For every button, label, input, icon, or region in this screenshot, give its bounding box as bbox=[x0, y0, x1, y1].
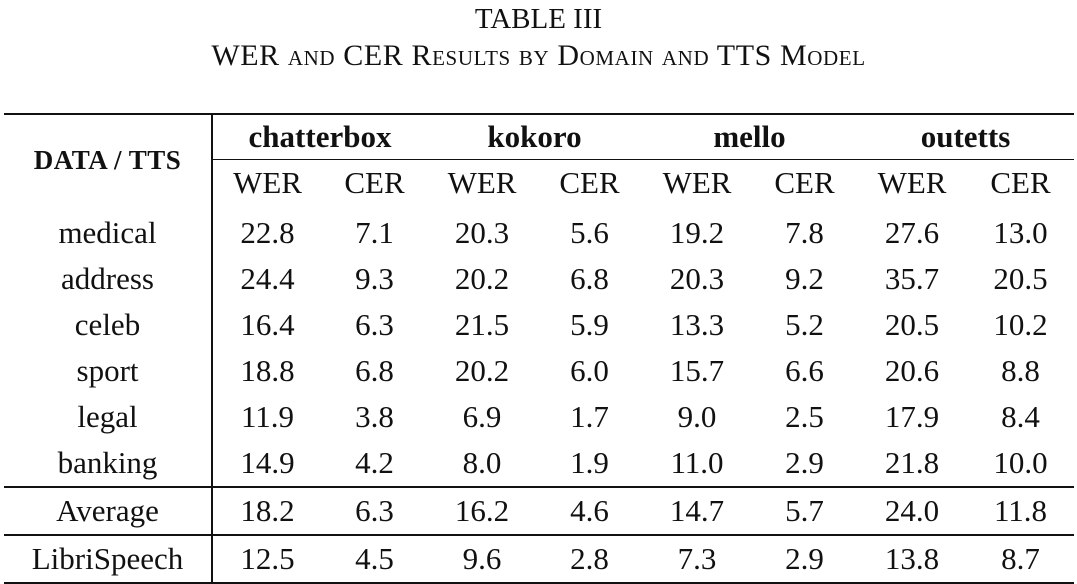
table-row: address 24.4 9.3 20.2 6.8 20.3 9.2 35.7 20.5 bbox=[4, 256, 1074, 302]
row-label: Average bbox=[4, 486, 213, 535]
results-table: DATA / TTS chatterbox kokoro mello outet… bbox=[4, 113, 1075, 584]
metric-header-cer: CER bbox=[537, 159, 642, 206]
table-cell: 18.8 bbox=[240, 353, 295, 388]
table-cell: 13.8 bbox=[857, 534, 967, 584]
table-cell: 9.3 bbox=[355, 261, 394, 296]
metric-header-wer: WER bbox=[212, 159, 322, 206]
table-cell: 18.2 bbox=[212, 486, 322, 535]
table-cell: 20.2 bbox=[454, 353, 510, 388]
metric-header-cer: CER bbox=[752, 159, 857, 206]
table-cell: 15.7 bbox=[669, 353, 725, 388]
table-cell: 17.9 bbox=[884, 399, 940, 434]
average-row: Average 18.2 6.3 16.2 4.6 14.7 5.7 24.0 11.8 bbox=[4, 486, 1075, 535]
table-cell: 35.7 bbox=[884, 261, 940, 296]
table-cell: 4.2 bbox=[355, 445, 394, 480]
model-header-mello: mello bbox=[642, 113, 857, 160]
table-cell: 1.7 bbox=[570, 399, 609, 434]
table-cell: 2.9 bbox=[752, 534, 857, 584]
table-cell: 13.3 bbox=[669, 307, 725, 342]
table-cell: 9.0 bbox=[677, 399, 717, 434]
table-cell: 7.8 bbox=[785, 215, 824, 250]
table-cell: 24.4 bbox=[240, 261, 295, 296]
table-cell: 21.5 bbox=[454, 307, 510, 342]
table-cell: 2.5 bbox=[785, 399, 824, 434]
table-cell: 4.6 bbox=[537, 486, 642, 535]
table-cell: 8.8 bbox=[1001, 353, 1040, 388]
table-cell: 6.3 bbox=[322, 486, 427, 535]
table-cell: 6.9 bbox=[462, 399, 502, 434]
table-body: medical 22.8 7.1 20.3 5.6 19.2 7.8 27.6 13.0 addr… bbox=[4, 206, 1075, 584]
table-caption-label: TABLE III bbox=[474, 3, 603, 35]
table-cell: 10.2 bbox=[993, 307, 1048, 342]
table-cell: 20.5 bbox=[993, 261, 1048, 296]
metric-header-wer: WER bbox=[427, 159, 537, 206]
table-row: legal 11.9 3.8 6.9 1.7 9.0 2.5 17.9 8.4 bbox=[4, 394, 1074, 440]
metric-header-wer: WER bbox=[642, 159, 752, 206]
table-cell: 20.3 bbox=[454, 215, 510, 250]
table-row: banking 14.9 4.2 8.0 1.9 11.0 2.9 21.8 10.0 bbox=[4, 440, 1074, 487]
table-cell: 20.5 bbox=[884, 307, 940, 342]
table-cell: 20.6 bbox=[884, 353, 940, 388]
table-row: sport 18.8 6.8 20.2 6.0 15.7 6.6 20.6 8.8 bbox=[4, 348, 1074, 394]
table-cell: 8.0 bbox=[462, 445, 502, 480]
model-header-chatterbox: chatterbox bbox=[212, 113, 427, 160]
librispeech-row: LibriSpeech 12.5 4.5 9.6 2.8 7.3 2.9 13.8 8.7 bbox=[4, 534, 1075, 584]
row-label: medical bbox=[4, 206, 213, 256]
row-label: address bbox=[4, 256, 213, 302]
model-header-outetts: outetts bbox=[857, 113, 1075, 160]
table-cell: 13.0 bbox=[993, 215, 1048, 250]
table-cell: 16.4 bbox=[240, 307, 295, 342]
row-label: legal bbox=[4, 394, 213, 440]
table-cell: 2.9 bbox=[785, 445, 824, 480]
table-cell: 7.3 bbox=[642, 534, 752, 584]
table-cell: 1.9 bbox=[570, 445, 609, 480]
row-label: sport bbox=[4, 348, 213, 394]
table-cell: 14.9 bbox=[240, 445, 295, 480]
table-cell: 6.3 bbox=[355, 307, 394, 342]
table-cell: 21.8 bbox=[884, 445, 940, 480]
table-cell: 4.5 bbox=[322, 534, 427, 584]
table-cell: 6.8 bbox=[355, 353, 394, 388]
table-cell: 16.2 bbox=[427, 486, 537, 535]
table-cell: 20.3 bbox=[669, 261, 725, 296]
table-cell: 8.4 bbox=[1001, 399, 1040, 434]
row-label: banking bbox=[4, 440, 213, 487]
table-cell: 2.8 bbox=[537, 534, 642, 584]
metric-header-wer: WER bbox=[857, 159, 967, 206]
table-cell: 6.6 bbox=[785, 353, 824, 388]
table-cell: 14.7 bbox=[642, 486, 752, 535]
table-cell: 11.0 bbox=[670, 445, 724, 480]
model-header-kokoro: kokoro bbox=[427, 113, 642, 160]
row-label: celeb bbox=[4, 302, 213, 348]
table-cell: 5.7 bbox=[752, 486, 857, 535]
table-caption-title: WER and CER Results by Domain and TTS Mo… bbox=[211, 39, 866, 72]
table-cell: 22.8 bbox=[240, 215, 295, 250]
table-cell: 8.7 bbox=[967, 534, 1075, 584]
table-cell: 27.6 bbox=[884, 215, 940, 250]
table-cell: 24.0 bbox=[857, 486, 967, 535]
table-row: celeb 16.4 6.3 21.5 5.9 13.3 5.2 20.5 10.2 bbox=[4, 302, 1074, 348]
table-cell: 12.5 bbox=[212, 534, 322, 584]
table-cell: 20.2 bbox=[454, 261, 510, 296]
table-cell: 5.9 bbox=[570, 307, 609, 342]
table-cell: 9.2 bbox=[785, 261, 824, 296]
table-cell: 9.6 bbox=[427, 534, 537, 584]
row-label: LibriSpeech bbox=[4, 534, 213, 584]
table-cell: 19.2 bbox=[669, 215, 725, 250]
table-cell: 6.0 bbox=[570, 353, 609, 388]
table-cell: 3.8 bbox=[355, 399, 394, 434]
table-cell: 10.0 bbox=[993, 445, 1048, 480]
table-cell: 11.9 bbox=[240, 399, 295, 434]
table-row: medical 22.8 7.1 20.3 5.6 19.2 7.8 27.6 13.0 bbox=[4, 206, 1074, 256]
table-cell: 7.1 bbox=[355, 215, 394, 250]
metric-header-cer: CER bbox=[967, 159, 1075, 206]
table-cell: 11.8 bbox=[967, 486, 1075, 535]
table-cell: 5.6 bbox=[570, 215, 609, 250]
table-cell: 6.8 bbox=[570, 261, 609, 296]
metric-header-cer: CER bbox=[322, 159, 427, 206]
corner-header: DATA / TTS bbox=[4, 113, 213, 206]
table-cell: 5.2 bbox=[785, 307, 824, 342]
